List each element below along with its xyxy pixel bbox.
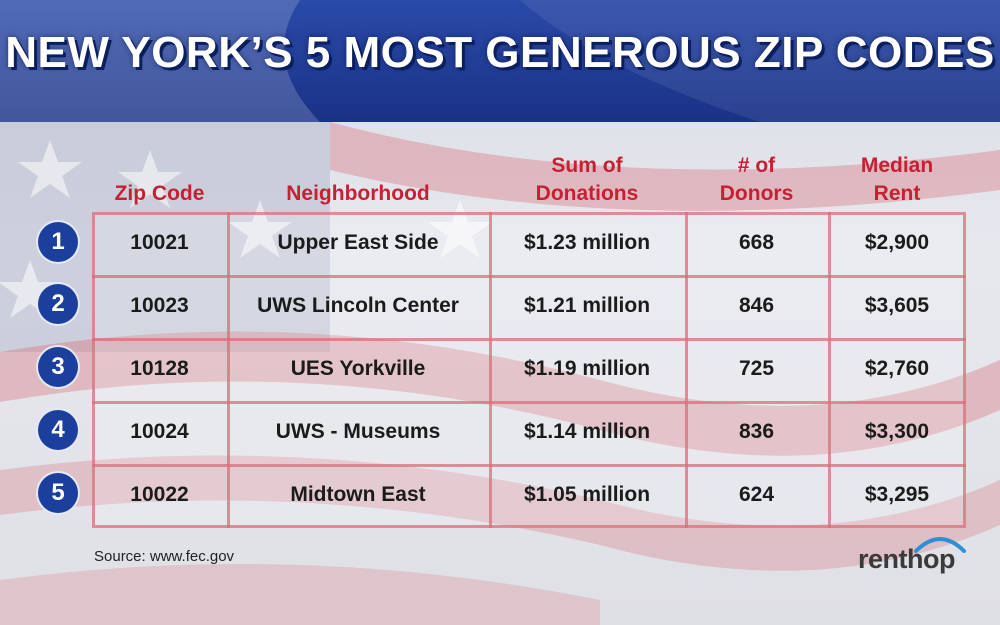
neighborhood-cell: Upper East Side — [277, 231, 439, 254]
table-divider — [92, 338, 966, 341]
source-note: Source: www.fec.gov — [94, 548, 235, 565]
table-divider — [92, 464, 966, 467]
rent-cell: $3,295 — [864, 483, 930, 506]
renthop-logo: renthop — [858, 544, 956, 574]
sum-cell: $1.19 million — [523, 357, 651, 380]
table-row: 10024 UWS - Museums $1.14 million 836 $3… — [92, 402, 966, 462]
donors-cell: 846 — [738, 294, 775, 317]
table-row: 10022 Midtown East $1.05 million 624 $3,… — [92, 465, 966, 525]
zip-cell: 10128 — [130, 357, 189, 380]
table-row: 10023 UWS Lincoln Center $1.21 million 8… — [92, 276, 966, 336]
zip-cell: 10022 — [130, 483, 189, 506]
zip-cell: 10021 — [130, 231, 189, 254]
rank-badge: 5 — [38, 473, 78, 513]
neighborhood-cell: UWS - Museums — [275, 420, 441, 443]
sum-cell: $1.23 million — [523, 231, 651, 254]
table-frame — [92, 212, 966, 528]
table-divider — [489, 212, 492, 528]
table-divider — [92, 275, 966, 278]
header-donors-line2: Donors — [719, 182, 794, 205]
table-divider — [685, 212, 688, 528]
rent-cell: $2,900 — [864, 231, 930, 254]
header-rent-line1: Median — [860, 154, 934, 177]
rent-cell: $2,760 — [864, 357, 930, 380]
header-sum-line2: Donations — [535, 182, 639, 205]
table-divider — [227, 212, 230, 528]
donors-cell: 668 — [738, 231, 775, 254]
sum-cell: $1.14 million — [523, 420, 651, 443]
donors-cell: 725 — [738, 357, 775, 380]
sum-cell: $1.21 million — [523, 294, 651, 317]
neighborhood-cell: Midtown East — [290, 483, 426, 506]
table-divider — [92, 401, 966, 404]
header-num-donors: # of Donors — [685, 152, 828, 208]
neighborhood-cell: UWS Lincoln Center — [257, 294, 459, 317]
rent-cell: $3,605 — [864, 294, 930, 317]
header-sum-of-donations: Sum of Donations — [489, 152, 685, 208]
header-rent-line2: Rent — [873, 182, 921, 205]
rank-badge: 4 — [38, 410, 78, 450]
zip-cell: 10024 — [130, 420, 189, 443]
header-median-rent: Median Rent — [828, 152, 966, 208]
sum-cell: $1.05 million — [523, 483, 651, 506]
neighborhood-cell: UES Yorkville — [290, 357, 426, 380]
table-row: 10021 Upper East Side $1.23 million 668 … — [92, 213, 966, 273]
rank-badge: 1 — [38, 222, 78, 262]
header-zip-code: Zip Code — [114, 182, 205, 205]
rank-badge: 3 — [38, 347, 78, 387]
zip-cell: 10023 — [130, 294, 189, 317]
page-title: NEW YORK’S 5 MOST GENEROUS ZIP CODES — [5, 28, 995, 77]
table-row: 10128 UES Yorkville $1.19 million 725 $2… — [92, 339, 966, 399]
rank-badge: 2 — [38, 284, 78, 324]
header-donors-line1: # of — [737, 154, 776, 177]
donors-cell: 836 — [738, 420, 775, 443]
rent-cell: $3,300 — [864, 420, 930, 443]
table-divider — [828, 212, 831, 528]
donors-cell: 624 — [738, 483, 775, 506]
header-neighborhood: Neighborhood — [286, 182, 430, 205]
renthop-arc-icon — [914, 537, 966, 553]
header-sum-line1: Sum of — [551, 154, 623, 177]
